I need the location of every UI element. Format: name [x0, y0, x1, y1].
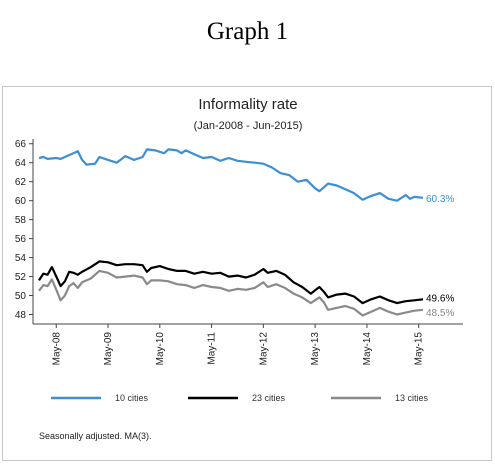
end-label-23-cities: 49.6%: [426, 293, 454, 304]
x-tick-label: May-15: [414, 332, 425, 366]
chart-subtitle: (Jan-2008 - Jun-2015): [194, 120, 303, 132]
x-tick-label: May-12: [258, 332, 269, 366]
y-tick-label: 48: [15, 310, 27, 321]
end-label-13-cities: 48.5%: [426, 308, 454, 319]
chart-panel: Informality rate (Jan-2008 - Jun-2015) 4…: [2, 86, 492, 461]
legend-label: 10 cities: [115, 393, 149, 403]
y-tick-label: 60: [15, 196, 27, 207]
x-tick-label: May-13: [310, 332, 321, 366]
y-tick-label: 62: [15, 177, 27, 188]
y-tick-label: 54: [15, 253, 27, 264]
end-labels: 60.3% 49.6% 48.5%: [426, 194, 454, 319]
y-tick-label: 58: [15, 215, 27, 226]
y-tick-label: 66: [15, 139, 27, 150]
y-tick-label: 52: [15, 272, 27, 283]
series-line-13-cities: [38, 269, 424, 317]
chart-note: Seasonally adjusted. MA(3).: [39, 431, 152, 441]
series-line-10-cities: [38, 148, 424, 202]
series-lines: [38, 148, 424, 317]
x-tick-label: May-14: [362, 332, 373, 366]
y-tick-label: 64: [15, 158, 27, 169]
x-tick-label: May-10: [155, 332, 166, 366]
x-tick-label: May-08: [51, 332, 62, 366]
informality-line-chart: Informality rate (Jan-2008 - Jun-2015) 4…: [15, 96, 463, 441]
y-axis: 48 50 52 54 56 58 60 62 64 66: [15, 139, 33, 321]
x-tick-label: May-09: [103, 332, 114, 366]
y-tick-label: 56: [15, 234, 27, 245]
legend-label: 23 cities: [252, 393, 286, 403]
x-tick-label: May-11: [207, 332, 218, 365]
y-tick-label: 50: [15, 291, 27, 302]
series-line-23-cities: [38, 260, 424, 305]
end-label-10-cities: 60.3%: [426, 194, 454, 205]
legend-label: 13 cities: [395, 393, 429, 403]
x-axis: May-08 May-09 May-10 May-11 May-12 May-13 May-…: [51, 324, 425, 366]
legend: 10 cities 23 cities 13 cities: [51, 393, 429, 403]
chart-title: Informality rate: [198, 96, 297, 113]
graph-title: Graph 1: [206, 18, 289, 45]
